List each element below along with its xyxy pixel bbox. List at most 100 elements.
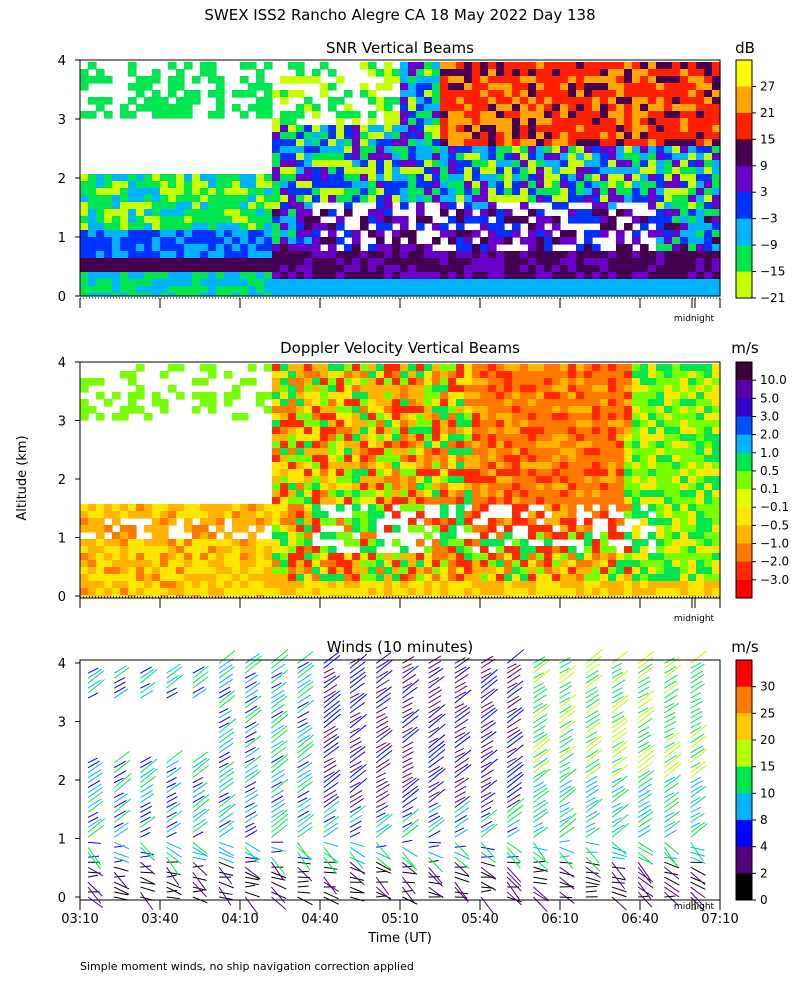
field-cell (264, 62, 273, 70)
field-cell (384, 111, 393, 119)
field-cell (296, 371, 305, 379)
field-cell (512, 574, 521, 582)
field-cell (400, 104, 409, 112)
field-cell (144, 258, 153, 266)
field-cell (688, 539, 697, 547)
field-cell (488, 97, 497, 105)
field-cell (480, 574, 489, 582)
field-cell (184, 525, 193, 533)
field-cell (448, 525, 457, 533)
field-cell (600, 595, 609, 597)
field-cell (608, 385, 617, 393)
field-cell (480, 434, 489, 442)
field-cell (352, 560, 361, 568)
field-cell (424, 553, 433, 561)
field-cell (336, 413, 345, 421)
field-cell (648, 462, 657, 470)
field-cell (336, 223, 345, 231)
field-cell (672, 153, 681, 161)
field-cell (640, 469, 649, 477)
field-cell (328, 595, 337, 597)
field-cell (544, 462, 553, 470)
field-cell (232, 174, 241, 182)
field-cell (304, 125, 313, 133)
field-cell (544, 406, 553, 414)
field-cell (680, 455, 689, 463)
field-cell (400, 195, 409, 203)
field-cell (456, 76, 465, 84)
field-cell (336, 385, 345, 393)
field-cell (648, 174, 657, 182)
field-cell (344, 202, 353, 210)
field-cell (424, 364, 433, 372)
field-cell (464, 181, 473, 189)
field-cell (712, 174, 721, 182)
field-cell (352, 174, 361, 182)
field-cell (384, 567, 393, 575)
field-cell (712, 546, 721, 554)
wind-barb (193, 667, 204, 673)
field-cell (672, 132, 681, 140)
field-cell (608, 153, 617, 161)
field-cell (328, 532, 337, 540)
field-cell (712, 195, 721, 203)
field-cell (360, 216, 369, 224)
wind-barb (114, 852, 129, 857)
field-cell (520, 406, 529, 414)
field-cell (400, 153, 409, 161)
field-cell (376, 560, 385, 568)
field-cell (312, 476, 321, 484)
field-cell (320, 455, 329, 463)
field-cell (656, 118, 665, 126)
field-cell (288, 125, 297, 133)
wind-barb (167, 777, 177, 782)
field-cell (536, 511, 545, 519)
field-cell (368, 230, 377, 238)
field-cell (112, 539, 121, 547)
field-cell (280, 132, 289, 140)
field-cell (176, 364, 185, 372)
field-cell (624, 574, 633, 582)
field-cell (80, 553, 89, 561)
field-cell (680, 364, 689, 372)
field-cell (368, 441, 377, 449)
field-cell (448, 237, 457, 245)
field-cell (504, 279, 513, 287)
field-cell (632, 160, 641, 168)
field-cell (632, 434, 641, 442)
field-cell (400, 553, 409, 561)
field-cell (408, 90, 417, 98)
field-cell (312, 385, 321, 393)
field-cell (696, 455, 705, 463)
field-cell (320, 385, 329, 393)
field-cell (560, 490, 569, 498)
field-cell (448, 174, 457, 182)
field-cell (480, 560, 489, 568)
field-cell (656, 588, 665, 596)
field-cell (536, 455, 545, 463)
field-cell (280, 553, 289, 561)
field-cell (576, 62, 585, 70)
field-cell (584, 385, 593, 393)
field-cell (304, 595, 313, 597)
field-cell (448, 160, 457, 168)
field-cell (208, 202, 217, 210)
field-cell (288, 560, 297, 568)
field-cell (296, 69, 305, 77)
field-cell (144, 195, 153, 203)
field-cell (96, 272, 105, 280)
field-cell (704, 469, 713, 477)
field-cell (336, 265, 345, 273)
field-cell (304, 462, 313, 470)
field-cell (696, 223, 705, 231)
field-cell (496, 76, 505, 84)
field-cell (368, 125, 377, 133)
field-cell (648, 483, 657, 491)
field-cell (440, 490, 449, 498)
field-cell (696, 265, 705, 273)
wind-barb (193, 857, 207, 860)
field-cell (96, 202, 105, 210)
field-cell (656, 497, 665, 505)
field-cell (408, 237, 417, 245)
field-cell (368, 420, 377, 428)
